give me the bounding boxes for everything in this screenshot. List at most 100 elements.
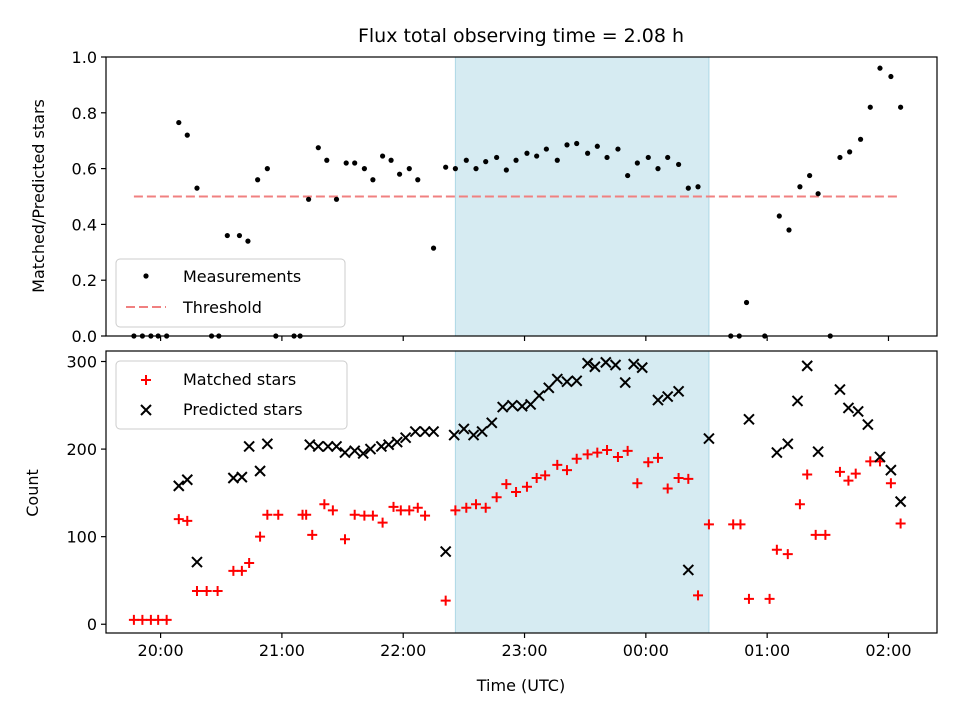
legend-predicted-label: Predicted stars bbox=[183, 400, 303, 419]
predicted-star-point bbox=[533, 389, 545, 402]
matched-star-point bbox=[834, 466, 845, 477]
predicted-star-point bbox=[581, 357, 594, 369]
measurement-point bbox=[452, 166, 458, 172]
predicted-star-point bbox=[570, 375, 583, 387]
matched-star-point bbox=[561, 465, 572, 476]
measurement-point bbox=[379, 153, 386, 159]
measurement-point bbox=[585, 150, 591, 156]
matched-star-point bbox=[501, 479, 512, 490]
predicted-star-point bbox=[682, 564, 695, 576]
matched-star-point bbox=[782, 549, 793, 560]
matched-star-point bbox=[743, 593, 754, 604]
predicted-star-point bbox=[312, 440, 325, 453]
predicted-star-point bbox=[842, 402, 855, 414]
ratio-y-tick-label: 0.4 bbox=[72, 215, 97, 234]
predicted-star-point bbox=[419, 425, 431, 438]
predicted-star-point bbox=[652, 394, 664, 406]
measurement-point bbox=[415, 177, 421, 183]
measurement-point bbox=[554, 157, 560, 163]
predicted-star-point bbox=[543, 382, 555, 394]
matched-star-point bbox=[412, 502, 423, 513]
matched-star-point bbox=[895, 518, 906, 529]
predicted-star-point bbox=[885, 464, 897, 476]
measurement-point bbox=[443, 164, 449, 170]
matched-star-point bbox=[771, 544, 782, 555]
counts-y-tick-label: 200 bbox=[66, 440, 97, 459]
predicted-star-point bbox=[391, 436, 403, 448]
measurement-point bbox=[352, 160, 358, 166]
chart-title: Flux total observing time = 2.08 h bbox=[358, 25, 684, 47]
matched-star-point bbox=[662, 483, 673, 494]
predicted-star-point bbox=[357, 447, 369, 460]
predicted-star-point bbox=[448, 429, 460, 441]
measurement-point bbox=[574, 140, 580, 147]
predicted-star-point bbox=[261, 438, 274, 450]
predicted-star-point bbox=[609, 359, 622, 371]
matched-star-point bbox=[228, 565, 239, 576]
predicted-star-point bbox=[427, 425, 440, 438]
predicted-star-point bbox=[791, 395, 804, 407]
predicted-star-point bbox=[812, 446, 824, 458]
measurement-point bbox=[236, 232, 243, 239]
predicted-star-point bbox=[801, 360, 813, 372]
predicted-star-point bbox=[382, 439, 395, 451]
x-tick-label: 20:00 bbox=[138, 641, 184, 660]
x-tick-label: 01:00 bbox=[744, 641, 790, 660]
matched-star-point bbox=[153, 614, 164, 625]
predicted-star-point bbox=[339, 446, 351, 459]
predicted-star-point bbox=[322, 440, 334, 453]
matched-star-point bbox=[794, 499, 805, 510]
matched-star-point bbox=[191, 585, 202, 596]
x-tick-label: 22:00 bbox=[380, 641, 426, 660]
predicted-star-point bbox=[375, 440, 388, 453]
measurement-point bbox=[625, 172, 631, 179]
matched-star-point bbox=[377, 517, 388, 528]
measurement-point bbox=[430, 245, 437, 251]
measurement-point bbox=[867, 104, 873, 110]
matched-star-point bbox=[450, 505, 461, 516]
predicted-star-point bbox=[524, 398, 537, 411]
predicted-star-point bbox=[600, 356, 612, 369]
predicted-star-point bbox=[181, 474, 193, 486]
predicted-star-point bbox=[862, 418, 874, 431]
counts-y-tick-label: 300 bbox=[66, 353, 97, 372]
measurement-point bbox=[564, 142, 570, 148]
matched-star-point bbox=[521, 481, 532, 492]
measurement-point bbox=[361, 166, 367, 172]
measurement-point bbox=[615, 146, 621, 152]
measurement-point bbox=[786, 227, 792, 233]
predicted-star-point bbox=[364, 443, 377, 455]
matched-star-point bbox=[764, 593, 775, 604]
measurement-point bbox=[594, 143, 600, 149]
measurement-point bbox=[463, 157, 469, 163]
measurement-point bbox=[676, 161, 682, 168]
predicted-star-point bbox=[551, 373, 563, 385]
matched-star-point bbox=[173, 514, 184, 525]
counts-y-tick-label: 0 bbox=[87, 615, 97, 634]
ratio-y-tick-label: 0.0 bbox=[72, 327, 97, 346]
matched-star-point bbox=[612, 451, 623, 462]
measurement-point bbox=[534, 153, 540, 159]
measurement-point bbox=[857, 136, 864, 142]
predicted-star-point bbox=[661, 390, 674, 403]
measurement-point bbox=[305, 196, 312, 202]
matched-star-point bbox=[244, 557, 255, 568]
predicted-star-point bbox=[771, 446, 783, 459]
measurement-point bbox=[343, 160, 349, 166]
x-tick-label: 02:00 bbox=[865, 641, 911, 660]
measurement-point bbox=[333, 196, 340, 202]
predicted-star-point bbox=[894, 495, 907, 508]
measurement-point bbox=[695, 184, 701, 190]
measurement-point bbox=[396, 171, 403, 177]
matched-star-point bbox=[128, 614, 139, 625]
matched-star-point bbox=[301, 509, 312, 520]
matched-star-point bbox=[511, 487, 522, 497]
matched-star-point bbox=[212, 585, 223, 596]
matched-star-point bbox=[273, 509, 284, 520]
x-tick-label: 00:00 bbox=[623, 641, 669, 660]
measurement-point bbox=[837, 154, 843, 161]
predicted-star-point bbox=[458, 423, 470, 435]
measurement-point bbox=[604, 154, 610, 161]
matched-star-point bbox=[673, 472, 684, 483]
ratio-axes-frame bbox=[105, 56, 938, 337]
